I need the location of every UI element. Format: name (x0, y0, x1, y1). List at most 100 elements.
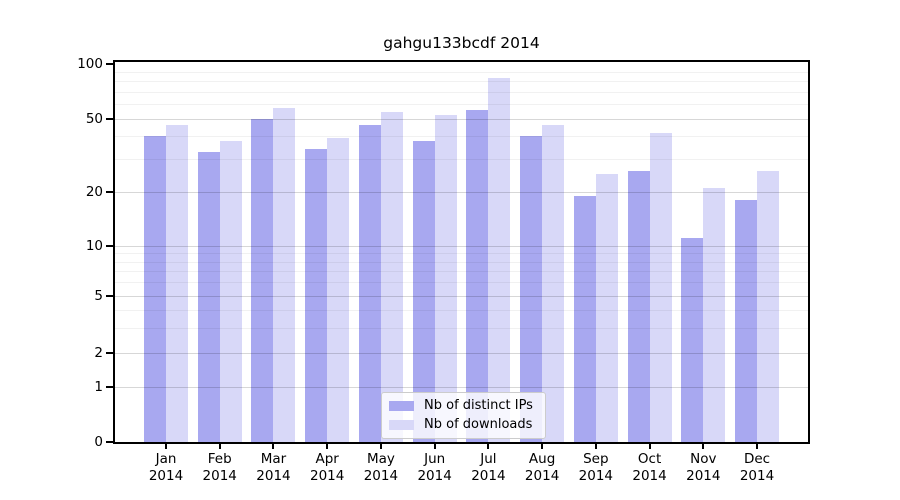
x-tick-oct (648, 442, 651, 449)
bar-downloads-apr (327, 138, 350, 442)
bar-downloads-may (380, 112, 403, 442)
major-gridline-2 (115, 353, 808, 354)
x-tick-label-jun: Jun 2014 (403, 451, 467, 485)
minor-gridline-90 (115, 71, 808, 73)
minor-gridline-8 (115, 261, 808, 263)
x-tick-year: 2014 (417, 468, 452, 484)
x-tick-label-dec: Dec 2014 (725, 451, 789, 485)
y-tick-label-10: 10 (85, 237, 103, 254)
minor-gridline-40 (115, 136, 808, 138)
y-tick-label-1: 1 (94, 379, 103, 395)
minor-gridline-70 (115, 91, 808, 93)
x-tick-label-aug: Aug 2014 (510, 451, 574, 485)
bar-distinct-ips-jun (412, 140, 435, 442)
legend-label-distinct-ips: Nb of distinct IPs (424, 398, 533, 413)
x-tick-month: Mar (260, 451, 287, 467)
legend-entry-distinct-ips: Nb of distinct IPs (389, 398, 533, 414)
minor-gridline-3 (115, 327, 808, 329)
x-tick-month: Nov (690, 451, 717, 467)
minor-gridline-4 (115, 309, 808, 311)
x-tick-aug (541, 442, 544, 449)
minor-gridline-7 (115, 271, 808, 273)
y-tick-20 (106, 191, 113, 193)
y-tick-1 (106, 386, 113, 388)
y-tick-label-5: 5 (94, 287, 103, 304)
x-tick-year: 2014 (363, 468, 399, 484)
legend-label-downloads: Nb of downloads (424, 417, 533, 432)
x-tick-sep (594, 442, 597, 449)
y-tick-50 (106, 117, 113, 120)
x-tick-month: Apr (315, 451, 339, 467)
x-tick-year: 2014 (148, 468, 184, 484)
legend-entry-downloads: Nb of downloads (389, 417, 533, 433)
bar-downloads-nov (703, 188, 726, 442)
x-tick-may (379, 442, 382, 449)
y-tick-100 (106, 62, 113, 65)
x-tick-month: Sep (583, 451, 609, 467)
x-tick-year: 2014 (471, 468, 506, 484)
major-gridline-1 (115, 387, 808, 388)
x-tick-month: Jun (424, 451, 446, 467)
minor-gridline-6 (115, 282, 808, 284)
bar-distinct-ips-nov (681, 238, 704, 442)
x-tick-label-mar: Mar 2014 (241, 451, 305, 485)
x-tick-label-sep: Sep 2014 (564, 451, 628, 485)
y-tick-10 (106, 244, 113, 247)
x-tick-nov (702, 442, 705, 449)
x-tick-year: 2014 (686, 468, 721, 484)
x-tick-label-jan: Jan 2014 (134, 451, 198, 485)
x-tick-label-oct: Oct 2014 (618, 451, 682, 485)
x-tick-month: Aug (528, 451, 556, 467)
x-tick-label-feb: Feb 2014 (188, 451, 252, 485)
x-tick-month: May (366, 451, 395, 467)
legend-swatch-downloads (389, 420, 414, 430)
bar-downloads-jul (488, 78, 511, 442)
bar-downloads-oct (649, 132, 672, 442)
x-tick-year: 2014 (524, 468, 560, 484)
y-tick-label-100: 100 (77, 55, 103, 72)
x-tick-dec (756, 442, 759, 449)
y-tick-label-0: 0 (94, 433, 103, 450)
bar-downloads-feb (219, 140, 242, 442)
plot-area: Nb of distinct IPs Nb of downloads 100 50… (77, 56, 810, 484)
y-tick-label-20: 20 (85, 184, 103, 200)
y-tick-2 (106, 352, 113, 354)
legend-swatch-distinct-ips (389, 401, 414, 411)
x-tick-month: Jul (480, 451, 497, 467)
bar-downloads-sep (595, 174, 618, 442)
bar-downloads-dec (757, 170, 780, 442)
x-tick-month: Jan (155, 451, 177, 467)
y-tick-0 (106, 440, 113, 443)
major-gridline-10 (115, 245, 808, 247)
bar-distinct-ips-dec (735, 200, 758, 442)
major-gridline-5 (115, 295, 808, 297)
x-tick-jun (433, 442, 436, 449)
x-tick-label-may: May 2014 (349, 451, 413, 485)
major-gridline-50 (115, 118, 808, 120)
x-tick-year: 2014 (256, 468, 291, 484)
y-tick-label-2: 2 (94, 345, 103, 361)
y-tick-label-50: 50 (85, 110, 103, 127)
x-tick-year: 2014 (632, 468, 667, 484)
x-tick-year: 2014 (578, 468, 613, 484)
chart-title: gahgu133bcdf 2014 (383, 34, 540, 52)
x-tick-year: 2014 (310, 468, 345, 484)
bar-downloads-aug (542, 125, 565, 442)
x-tick-label-nov: Nov 2014 (671, 451, 735, 485)
x-tick-year: 2014 (202, 468, 237, 484)
x-tick-jul (487, 442, 490, 449)
x-tick-month: Dec (743, 451, 771, 467)
x-tick-label-apr: Apr 2014 (295, 451, 359, 485)
bar-distinct-ips-oct (627, 170, 650, 442)
x-tick-jan (165, 442, 167, 449)
bar-downloads-jun (434, 115, 457, 442)
x-tick-year: 2014 (739, 468, 775, 484)
bar-downloads-jan (166, 125, 188, 442)
minor-gridline-60 (115, 104, 808, 106)
bar-distinct-ips-feb (197, 151, 220, 442)
major-gridline-20 (115, 192, 808, 193)
minor-gridline-30 (115, 159, 808, 161)
bar-distinct-ips-jul (466, 109, 489, 442)
minor-gridline-9 (115, 253, 808, 255)
